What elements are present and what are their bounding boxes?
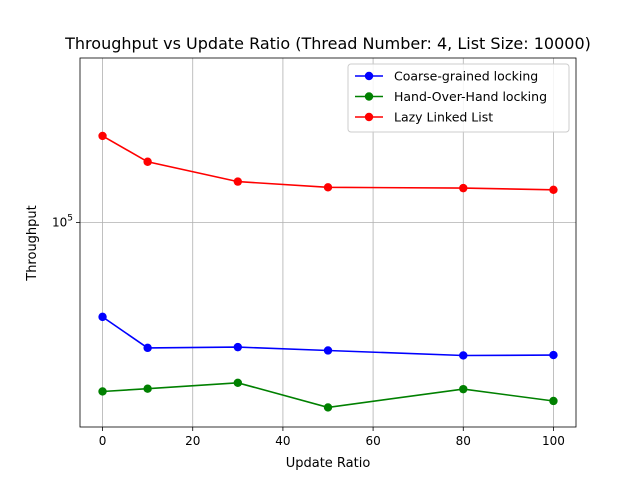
- series-line-coarse-grained-locking: [102, 316, 554, 357]
- data-point-hand-over-hand-locking: [98, 387, 107, 396]
- series-layer: [98, 131, 558, 412]
- x-tick-label: 0: [99, 434, 107, 448]
- legend-frame: [347, 63, 570, 133]
- data-point-coarse-grained-locking: [233, 342, 243, 352]
- data-point-coarse-grained-locking: [98, 312, 107, 322]
- data-point-lazy-linked-list: [233, 177, 243, 186]
- data-point-hand-over-hand-locking: [549, 396, 558, 406]
- data-point-hand-over-hand-locking: [459, 384, 468, 394]
- legend-label-hand-over-hand-locking: Hand-Over-Hand locking: [394, 89, 547, 104]
- x-tick-label: 20: [185, 434, 200, 448]
- x-tick-label: 100: [542, 434, 565, 448]
- legend-label-coarse-grained-locking: Coarse-grained locking: [394, 69, 538, 84]
- data-point-hand-over-hand-locking: [323, 403, 333, 412]
- data-point-lazy-linked-list: [549, 185, 558, 194]
- data-point-lazy-linked-list: [98, 131, 107, 141]
- x-axis: 0 20 40 60 80 100: [99, 427, 565, 448]
- plot-frame: [79, 57, 577, 428]
- legend-swatch-marker: [364, 71, 374, 81]
- y-axis-label: Throughput: [25, 205, 40, 282]
- x-tick-label: 60: [365, 434, 380, 448]
- data-point-hand-over-hand-locking: [143, 384, 152, 393]
- chart-title: Throughput vs Update Ratio (Thread Numbe…: [64, 34, 591, 53]
- data-point-coarse-grained-locking: [323, 346, 333, 355]
- x-tick-label: 80: [456, 434, 471, 448]
- data-point-lazy-linked-list: [459, 183, 468, 193]
- data-point-hand-over-hand-locking: [233, 378, 243, 388]
- data-point-coarse-grained-locking: [459, 351, 468, 360]
- legend: Coarse-grained locking Hand-Over-Hand loc…: [347, 63, 570, 133]
- legend-label-lazy-linked-list: Lazy Linked List: [394, 110, 493, 125]
- legend-swatch-marker: [364, 92, 374, 101]
- y-tick-label: 105: [52, 213, 73, 229]
- x-tick-label: 40: [275, 434, 290, 448]
- series-line-lazy-linked-list: [102, 135, 554, 191]
- x-axis-label: Update Ratio: [286, 456, 371, 471]
- y-axis: 105: [52, 213, 80, 229]
- series-line-hand-over-hand-locking: [102, 381, 554, 409]
- data-point-coarse-grained-locking: [549, 350, 558, 360]
- legend-swatch-marker: [364, 112, 374, 122]
- data-point-lazy-linked-list: [323, 183, 333, 192]
- data-point-lazy-linked-list: [143, 157, 152, 166]
- data-point-coarse-grained-locking: [143, 343, 152, 353]
